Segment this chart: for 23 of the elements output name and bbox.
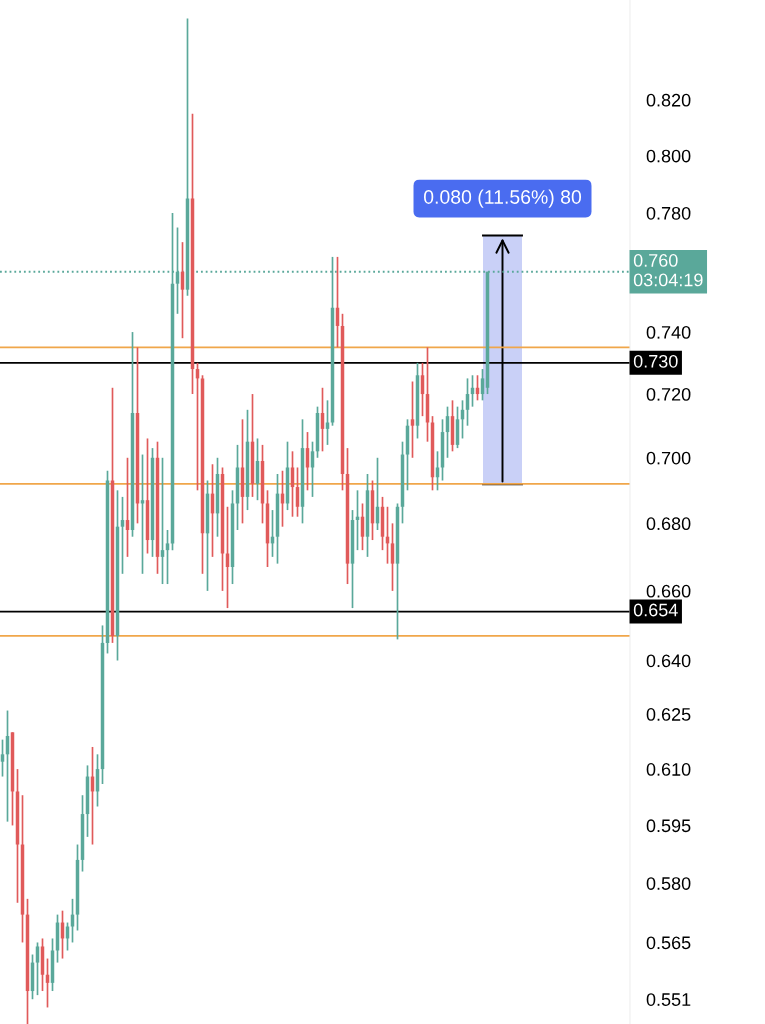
y-tick-label: 0.680 [646,517,691,531]
y-tick-label: 0.720 [646,387,691,401]
y-tick-label: 0.580 [646,877,691,890]
y-tick-label: 0.610 [646,763,691,776]
y-tick-label: 0.660 [646,584,691,598]
ref-line-label: 0.654 [633,603,678,617]
y-tick-label: 0.700 [646,451,691,465]
ref-line-label: 0.730 [633,354,678,368]
candlestick [35,941,40,996]
y-tick-label: 0.625 [646,708,691,721]
candlestick [410,380,415,459]
y-tick-label: 0.740 [646,326,691,339]
annotation: 0.080 (11.56%) 80 [423,189,582,208]
y-tick-label: 0.780 [646,206,691,220]
y-tick-label: 0.551 [646,993,691,1006]
y-tick-label: 0.800 [646,149,691,163]
ref-line-label: 0.760 03:04:19 [633,254,703,287]
y-tick-label: 0.640 [646,654,691,668]
y-tick-label: 0.565 [646,936,691,950]
y-tick-label: 0.595 [646,819,691,833]
candlestick [0,738,5,778]
y-tick-label: 0.820 [646,93,691,107]
candlestick [120,496,125,575]
